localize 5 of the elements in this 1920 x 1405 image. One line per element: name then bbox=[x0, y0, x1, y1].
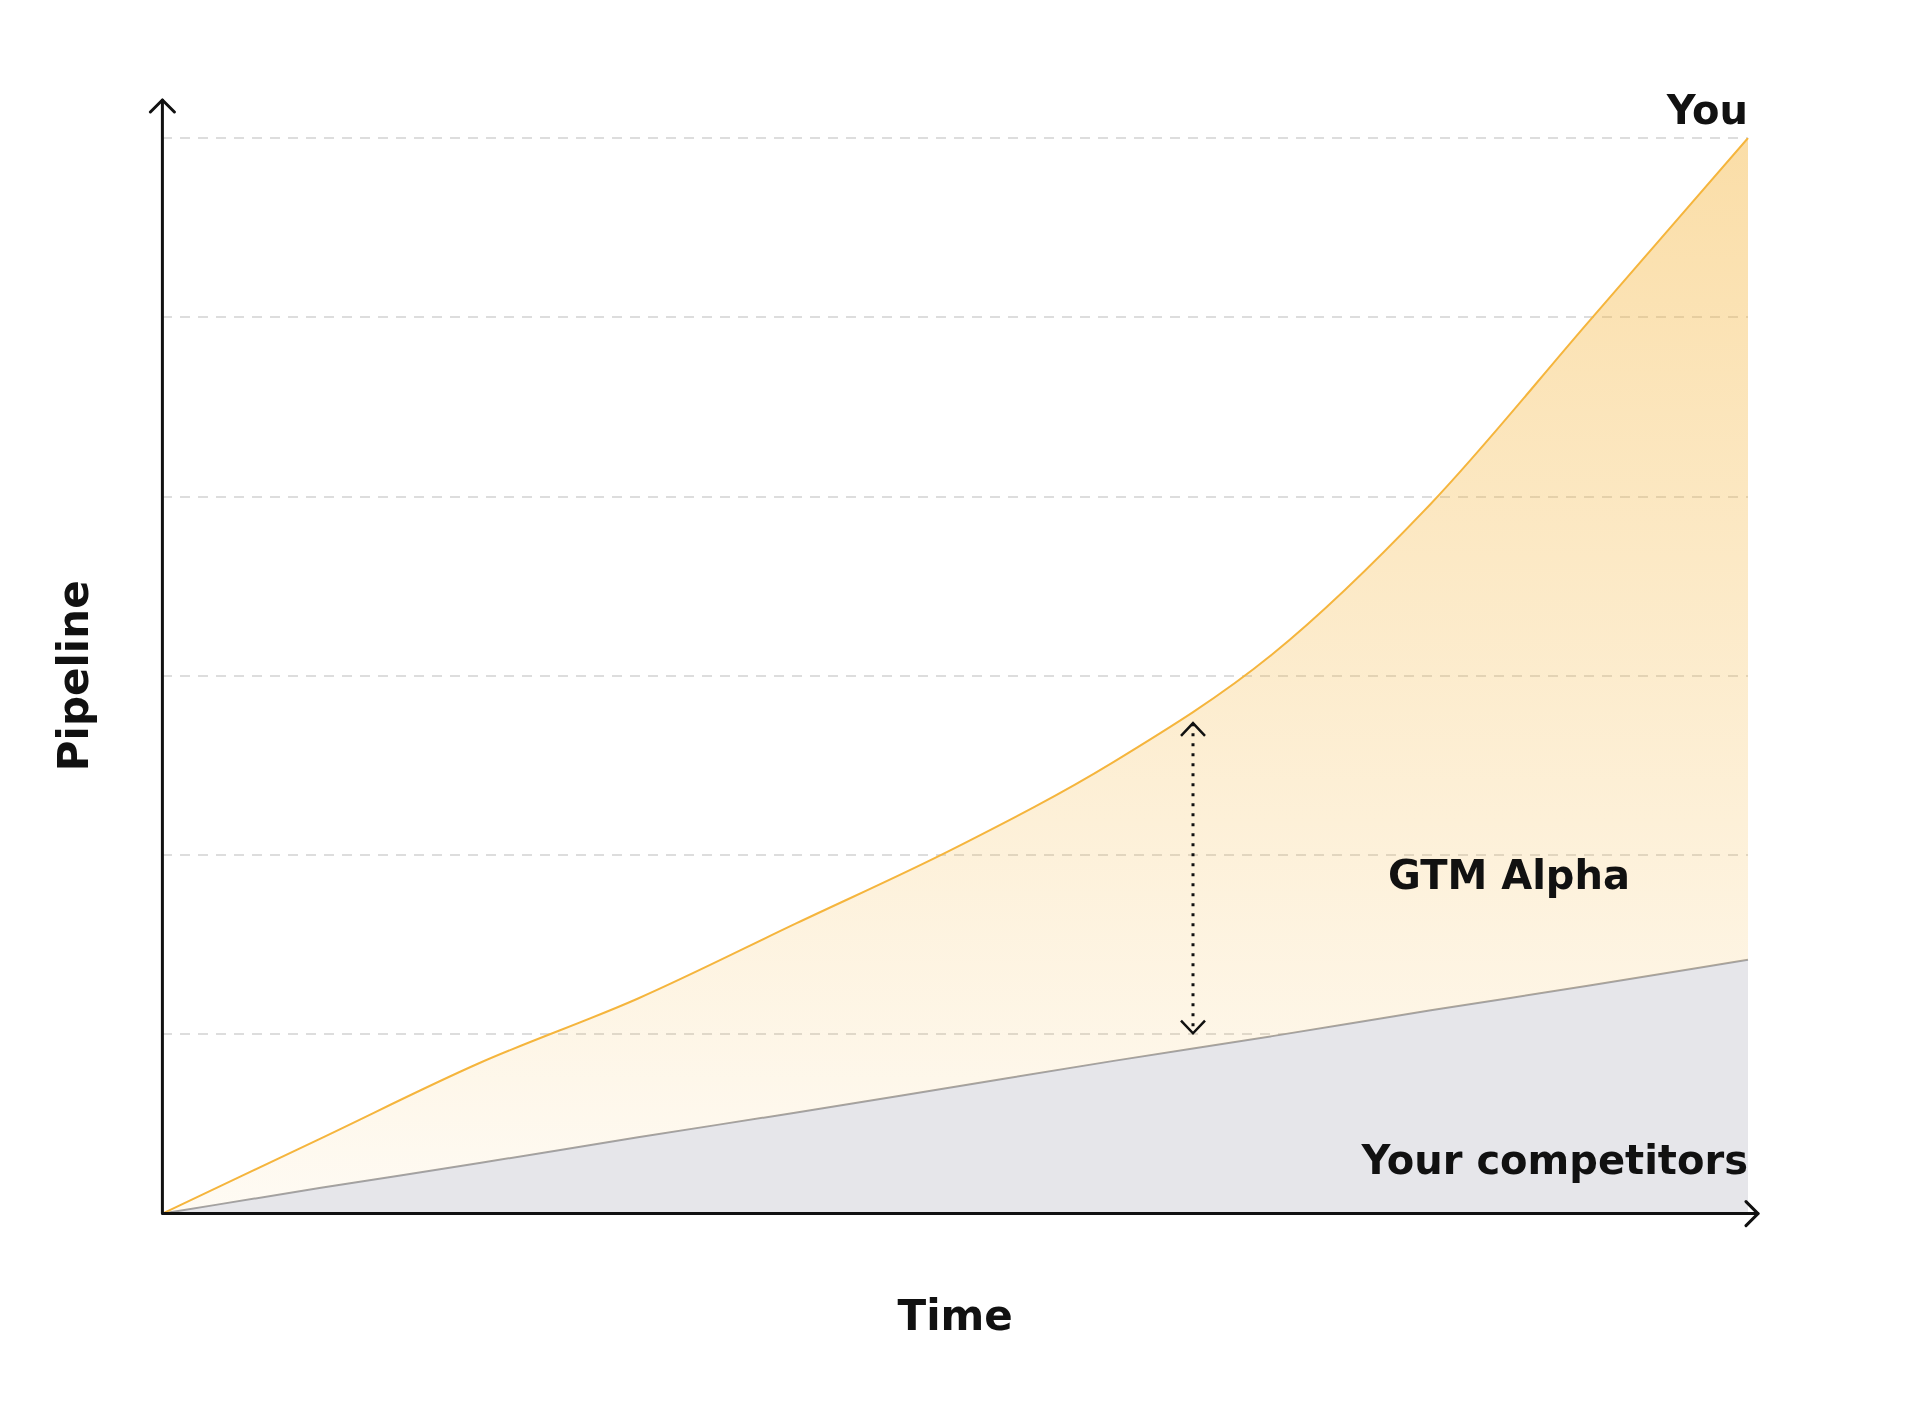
series-label: You bbox=[1665, 87, 1748, 134]
y-axis-title: Pipeline bbox=[49, 580, 99, 772]
annotation: GTM Alpha bbox=[1388, 851, 1630, 898]
x-axis-title: Time bbox=[897, 1290, 1013, 1340]
series-label: Your competitors bbox=[1360, 1136, 1748, 1183]
